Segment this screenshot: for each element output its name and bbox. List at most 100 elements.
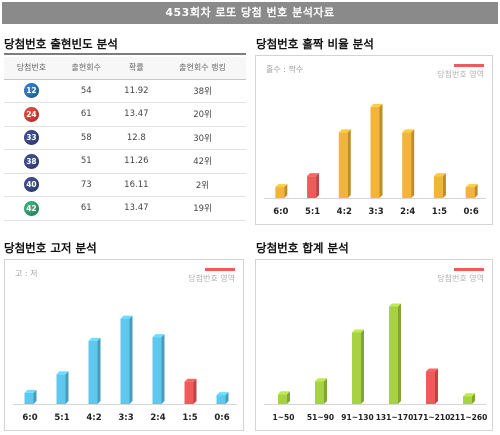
bar-side [129, 315, 133, 404]
x-tick-label: 1~50 [273, 413, 295, 422]
bar-front [402, 132, 412, 198]
frequency-row: 12 54 11.92 38위 [4, 79, 246, 103]
legend-text: 당첨번호 영역 [188, 274, 235, 283]
number-ball: 12 [23, 83, 39, 99]
header-rank: 출현회수 랭킹 [159, 57, 246, 80]
bar [370, 103, 383, 198]
number-cell: 42 [4, 196, 59, 221]
bar-side [324, 378, 327, 404]
bar-side [435, 368, 438, 404]
x-tick-label: 4:2 [337, 207, 352, 217]
legend-text: 당첨번호 영역 [437, 70, 484, 79]
bar [24, 389, 37, 404]
bar-top [338, 129, 351, 133]
number-cell: 40 [4, 173, 59, 197]
probability-cell: 12.8 [113, 126, 160, 150]
sum-panel: 당첨번호 영역 1~50 51~90 91~130 131~170 171~210 211… [255, 259, 493, 431]
x-tick-label: 5:1 [305, 207, 320, 217]
rank-cell: 19위 [159, 196, 246, 221]
bar [352, 329, 364, 404]
bar-side [442, 173, 446, 198]
frequency-row: 24 61 13.47 20위 [4, 102, 246, 127]
sum-legend: 당첨번호 영역 [424, 268, 484, 284]
rank-cell: 42위 [159, 149, 246, 174]
legend-swatch [205, 268, 235, 271]
bar-side [65, 371, 69, 404]
number-ball: 33 [23, 130, 39, 146]
bar-side [379, 103, 383, 198]
x-tick-label: 51~90 [307, 413, 334, 422]
x-tick-label: 0:6 [214, 413, 229, 423]
odd-even-axis-label: 홀수 : 짝수 [266, 65, 304, 74]
rank-cell: 2위 [159, 173, 246, 197]
bar-top [307, 173, 320, 177]
bar-top [56, 371, 69, 375]
bar-top [463, 393, 475, 397]
bar-top [389, 303, 401, 307]
bar-top [465, 184, 478, 188]
bar [463, 393, 475, 404]
bar-top [24, 389, 37, 393]
x-tick-label: 6:0 [273, 207, 288, 217]
bar-side [97, 337, 101, 404]
bar-front [152, 337, 162, 404]
bar-side [398, 303, 401, 404]
high-low-chart: 6:0 5:1 4:2 3:3 2:4 1:5 0:6 [13, 315, 237, 423]
bar [402, 129, 415, 198]
x-tick-label: 0:6 [464, 207, 479, 217]
x-tick-label: 4:2 [86, 413, 101, 423]
bar-top [315, 378, 327, 382]
count-cell: 58 [58, 126, 114, 150]
frequency-header-row: 당첨번호 출현회수 확률 출현회수 랭킹 [4, 57, 246, 80]
bar-side [193, 378, 197, 404]
bar-side [287, 391, 290, 404]
sum-title: 당첨번호 합계 분석 [256, 241, 349, 255]
count-cell: 73 [58, 173, 114, 197]
high-low-panel: 고 : 저 당첨번호 영역 6:0 5:1 4:2 3:3 2:4 1:5 0:6 [4, 259, 244, 431]
bar-top [278, 391, 290, 395]
legend-swatch [454, 64, 484, 67]
frequency-title-rule [4, 53, 246, 55]
bar [338, 129, 351, 198]
bar-front [120, 318, 130, 404]
bar [216, 392, 229, 404]
bar-side [161, 334, 165, 404]
bar-top [275, 184, 288, 188]
x-tick-label: 171~210 [413, 413, 451, 422]
bar-side [474, 184, 478, 198]
probability-cell: 11.92 [113, 79, 160, 103]
odd-even-chart: 6:0 5:1 4:2 3:3 2:4 1:5 0:6 [264, 103, 486, 217]
bar-top [120, 315, 133, 319]
x-tick-label: 5:1 [54, 413, 69, 423]
x-tick-label: 2:4 [400, 207, 415, 217]
high-low-axis-label: 고 : 저 [15, 269, 38, 278]
header-count: 출현회수 [58, 57, 114, 80]
x-tick-label: 1:5 [432, 207, 447, 217]
x-tick-label: 2:4 [150, 413, 165, 423]
bar [184, 378, 197, 404]
odd-even-title: 당첨번호 홀짝 비율 분석 [256, 37, 374, 51]
sum-chart: 1~50 51~90 91~130 131~170 171~210 211~260 [264, 303, 488, 422]
frequency-table: 당첨번호 출현회수 확률 출현회수 랭킹 12 54 11.92 38위 24 61 13.… [4, 57, 246, 221]
x-tick-label: 3:3 [368, 207, 383, 217]
bar-top [370, 103, 383, 107]
odd-even-legend: 당첨번호 영역 [424, 64, 484, 80]
bar-top [433, 173, 446, 177]
frequency-row: 38 51 11.26 42위 [4, 149, 246, 174]
number-ball: 24 [23, 106, 39, 122]
bar-top [152, 334, 165, 338]
bar-front [426, 371, 435, 404]
number-cell: 12 [4, 79, 59, 103]
x-tick-label: 211~260 [450, 413, 488, 422]
bar-side [411, 129, 415, 198]
bar-front [56, 374, 66, 404]
bar-front [433, 176, 443, 198]
bar-top [216, 392, 229, 396]
bar-side [33, 389, 37, 404]
frequency-row: 33 58 12.8 30위 [4, 126, 246, 150]
number-cell: 33 [4, 126, 59, 150]
probability-cell: 11.26 [113, 149, 160, 174]
x-tick-label: 131~170 [376, 413, 414, 422]
bar [120, 315, 133, 404]
bar [307, 173, 320, 198]
